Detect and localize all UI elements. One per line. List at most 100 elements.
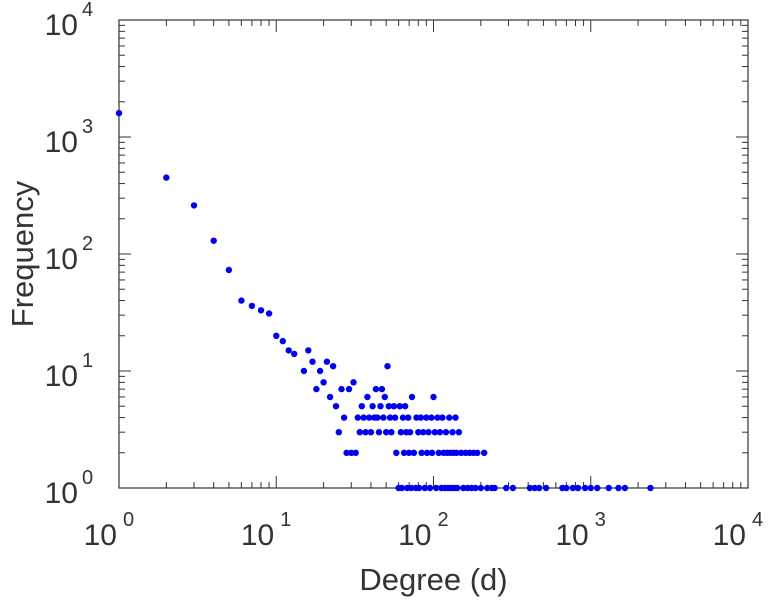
data-point [446,414,453,421]
data-point [449,429,456,436]
data-point [367,429,375,436]
data-point [326,393,334,401]
data-point [340,414,348,421]
data-point [384,363,391,370]
data-point [425,429,432,436]
y-tick-exponent: 3 [82,116,93,138]
data-point [265,310,273,317]
data-point [453,449,460,456]
data-point [354,414,361,421]
data-point [362,429,369,436]
data-point [375,429,383,436]
data-point [285,347,292,354]
data-point [433,484,440,492]
data-point [436,429,444,436]
data-point [426,484,434,492]
data-point [410,449,418,456]
y-tick-exponent: 1 [82,350,93,372]
data-point [407,484,415,492]
data-point [452,414,459,421]
data-point [279,337,286,345]
data-point [386,414,394,421]
data-point [366,414,373,421]
data-point [291,350,298,358]
data-point [415,429,422,436]
data-point [434,414,441,421]
y-tick-base: 10 [45,360,78,393]
x-tick-exponent: 4 [752,509,763,531]
data-point [377,403,384,410]
data-point [238,297,245,304]
data-point [383,429,390,436]
data-point [536,484,543,492]
data-point [503,484,510,492]
x-tick-label: 10 3 [555,509,606,552]
data-point [491,484,498,492]
data-point [574,484,582,492]
data-point [378,385,386,393]
data-points [115,109,654,492]
data-point [423,414,430,421]
x-tick-base: 10 [555,519,588,552]
data-point [163,174,170,181]
data-point [305,347,312,354]
data-point [474,449,481,456]
data-point [360,414,367,421]
data-point [374,414,381,421]
data-point [400,449,408,456]
data-point [391,414,399,421]
x-tick-label: 10 4 [713,509,764,552]
data-point [439,414,446,421]
data-point [417,414,424,421]
data-point [401,403,409,410]
data-point [356,429,363,436]
axis-ticks [118,19,749,489]
data-point [531,484,538,492]
data-point [423,449,431,456]
y-tick-base: 10 [45,9,78,42]
data-point [388,429,395,436]
y-tick-exponent: 0 [82,467,93,489]
x-axis-title: Degree (d) [359,562,507,597]
data-point [406,429,414,436]
y-tick-label: 10 1 [45,350,94,393]
x-tick-exponent: 2 [438,509,449,531]
data-point [313,385,320,393]
data-point [621,484,629,492]
data-point [329,363,337,370]
data-point [563,484,570,492]
y-tick-base: 10 [45,243,78,276]
data-point [372,385,380,393]
data-point [115,109,123,117]
x-tick-base: 10 [713,519,746,552]
y-tick-label: 10 3 [45,116,94,159]
data-point [309,358,316,365]
y-tick-label: 10 0 [45,467,94,510]
data-point [615,484,622,492]
data-point [594,484,601,492]
y-tick-base: 10 [45,477,78,510]
data-point [526,484,534,492]
data-point [273,332,280,339]
x-tick-base: 10 [84,519,117,552]
x-tick-exponent: 0 [123,509,134,531]
data-point [335,429,342,436]
x-tick-exponent: 3 [595,509,606,531]
data-point [418,449,425,456]
data-point [454,484,461,492]
data-point [393,449,400,456]
data-point [348,449,355,456]
data-point [323,358,331,365]
data-point [316,367,324,375]
data-point [428,414,435,421]
data-point [380,414,387,421]
data-point [415,484,423,492]
x-tick-base: 10 [398,519,431,552]
data-point [338,385,345,393]
data-point [435,449,442,456]
data-point [484,484,491,492]
data-point [343,449,350,456]
data-point [605,484,612,492]
data-point [587,484,594,492]
